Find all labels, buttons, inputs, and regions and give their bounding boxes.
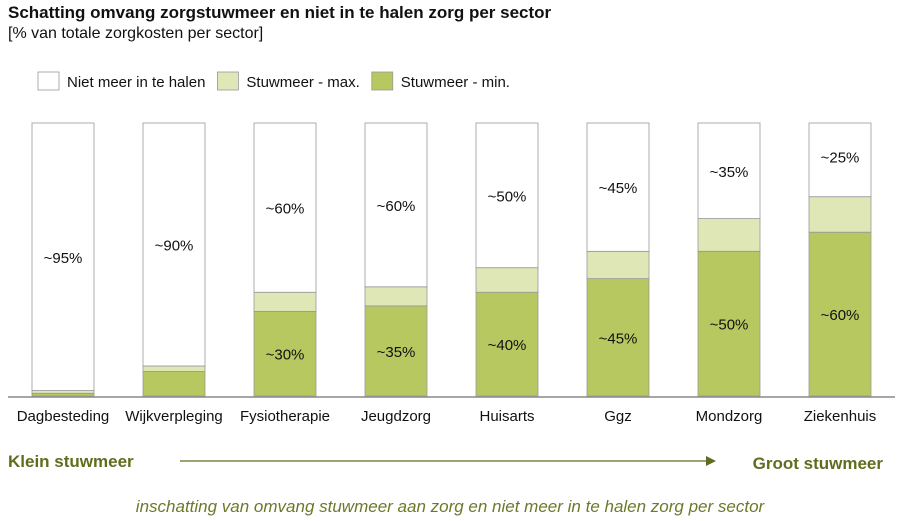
bar-segment: [697, 250, 761, 397]
x-tick-label: Ziekenhuis: [804, 408, 877, 425]
chart-subtitle: [% van totale zorgkosten per sector]: [8, 25, 264, 42]
data-label: ~45%: [599, 330, 638, 347]
bar-segment: [808, 196, 872, 233]
bar-segment: [142, 365, 206, 372]
bar-segment: [31, 390, 95, 394]
legend-swatch: [371, 71, 394, 91]
bar-segment: [475, 122, 539, 269]
data-label: ~35%: [377, 344, 416, 361]
legend-label: Stuwmeer - max.: [246, 74, 359, 91]
bar-segment: [142, 371, 206, 397]
bar-segment: [253, 291, 317, 312]
data-label: ~95%: [44, 250, 83, 267]
data-label: ~60%: [377, 198, 416, 215]
bar-segment: [697, 122, 761, 219]
x-tick-label: Wijkverpleging: [125, 408, 223, 425]
bar-segment: [31, 392, 95, 397]
data-label: ~60%: [266, 201, 305, 218]
bar-segment: [475, 267, 539, 293]
bar-segment: [364, 305, 428, 397]
arrow-right-label: Groot stuwmeer: [753, 454, 884, 473]
data-label: ~50%: [488, 188, 527, 205]
data-label: ~40%: [488, 337, 527, 354]
bar-segment: [475, 291, 539, 397]
data-label: ~60%: [821, 307, 860, 324]
bar-segment: [808, 231, 872, 397]
bar-segment: [253, 122, 317, 293]
data-label: ~50%: [710, 317, 749, 334]
data-label: ~25%: [821, 150, 860, 167]
bar-segment: [586, 250, 650, 280]
x-tick-label: Huisarts: [479, 408, 534, 425]
legend-label: Niet meer in te halen: [67, 74, 205, 91]
x-tick-label: Dagbesteding: [17, 408, 110, 425]
data-label: ~45%: [599, 180, 638, 197]
x-tick-label: Ggz: [604, 408, 632, 425]
arrow-head-icon: [706, 456, 716, 466]
bar-segment: [142, 122, 206, 367]
data-label: ~35%: [710, 164, 749, 181]
chart-footer: inschatting van omvang stuwmeer aan zorg…: [135, 497, 765, 516]
x-tick-label: Jeugdzorg: [361, 408, 431, 425]
data-label: ~30%: [266, 347, 305, 364]
bar-segment: [364, 122, 428, 288]
legend-swatch: [37, 71, 60, 91]
arrow-left-label: Klein stuwmeer: [8, 452, 134, 471]
bar-segment: [31, 122, 95, 391]
chart-title: Schatting omvang zorgstuwmeer en niet in…: [8, 3, 552, 22]
bar-segment: [697, 218, 761, 252]
legend-swatch: [217, 71, 239, 91]
bar-segment: [808, 122, 872, 198]
data-label: ~90%: [155, 237, 194, 254]
bar-segment: [586, 122, 650, 252]
x-tick-label: Fysiotherapie: [240, 408, 330, 425]
bar-segment: [586, 278, 650, 397]
bar-segment: [364, 286, 428, 307]
x-tick-label: Mondzorg: [696, 408, 763, 425]
legend-label: Stuwmeer - min.: [401, 74, 510, 91]
